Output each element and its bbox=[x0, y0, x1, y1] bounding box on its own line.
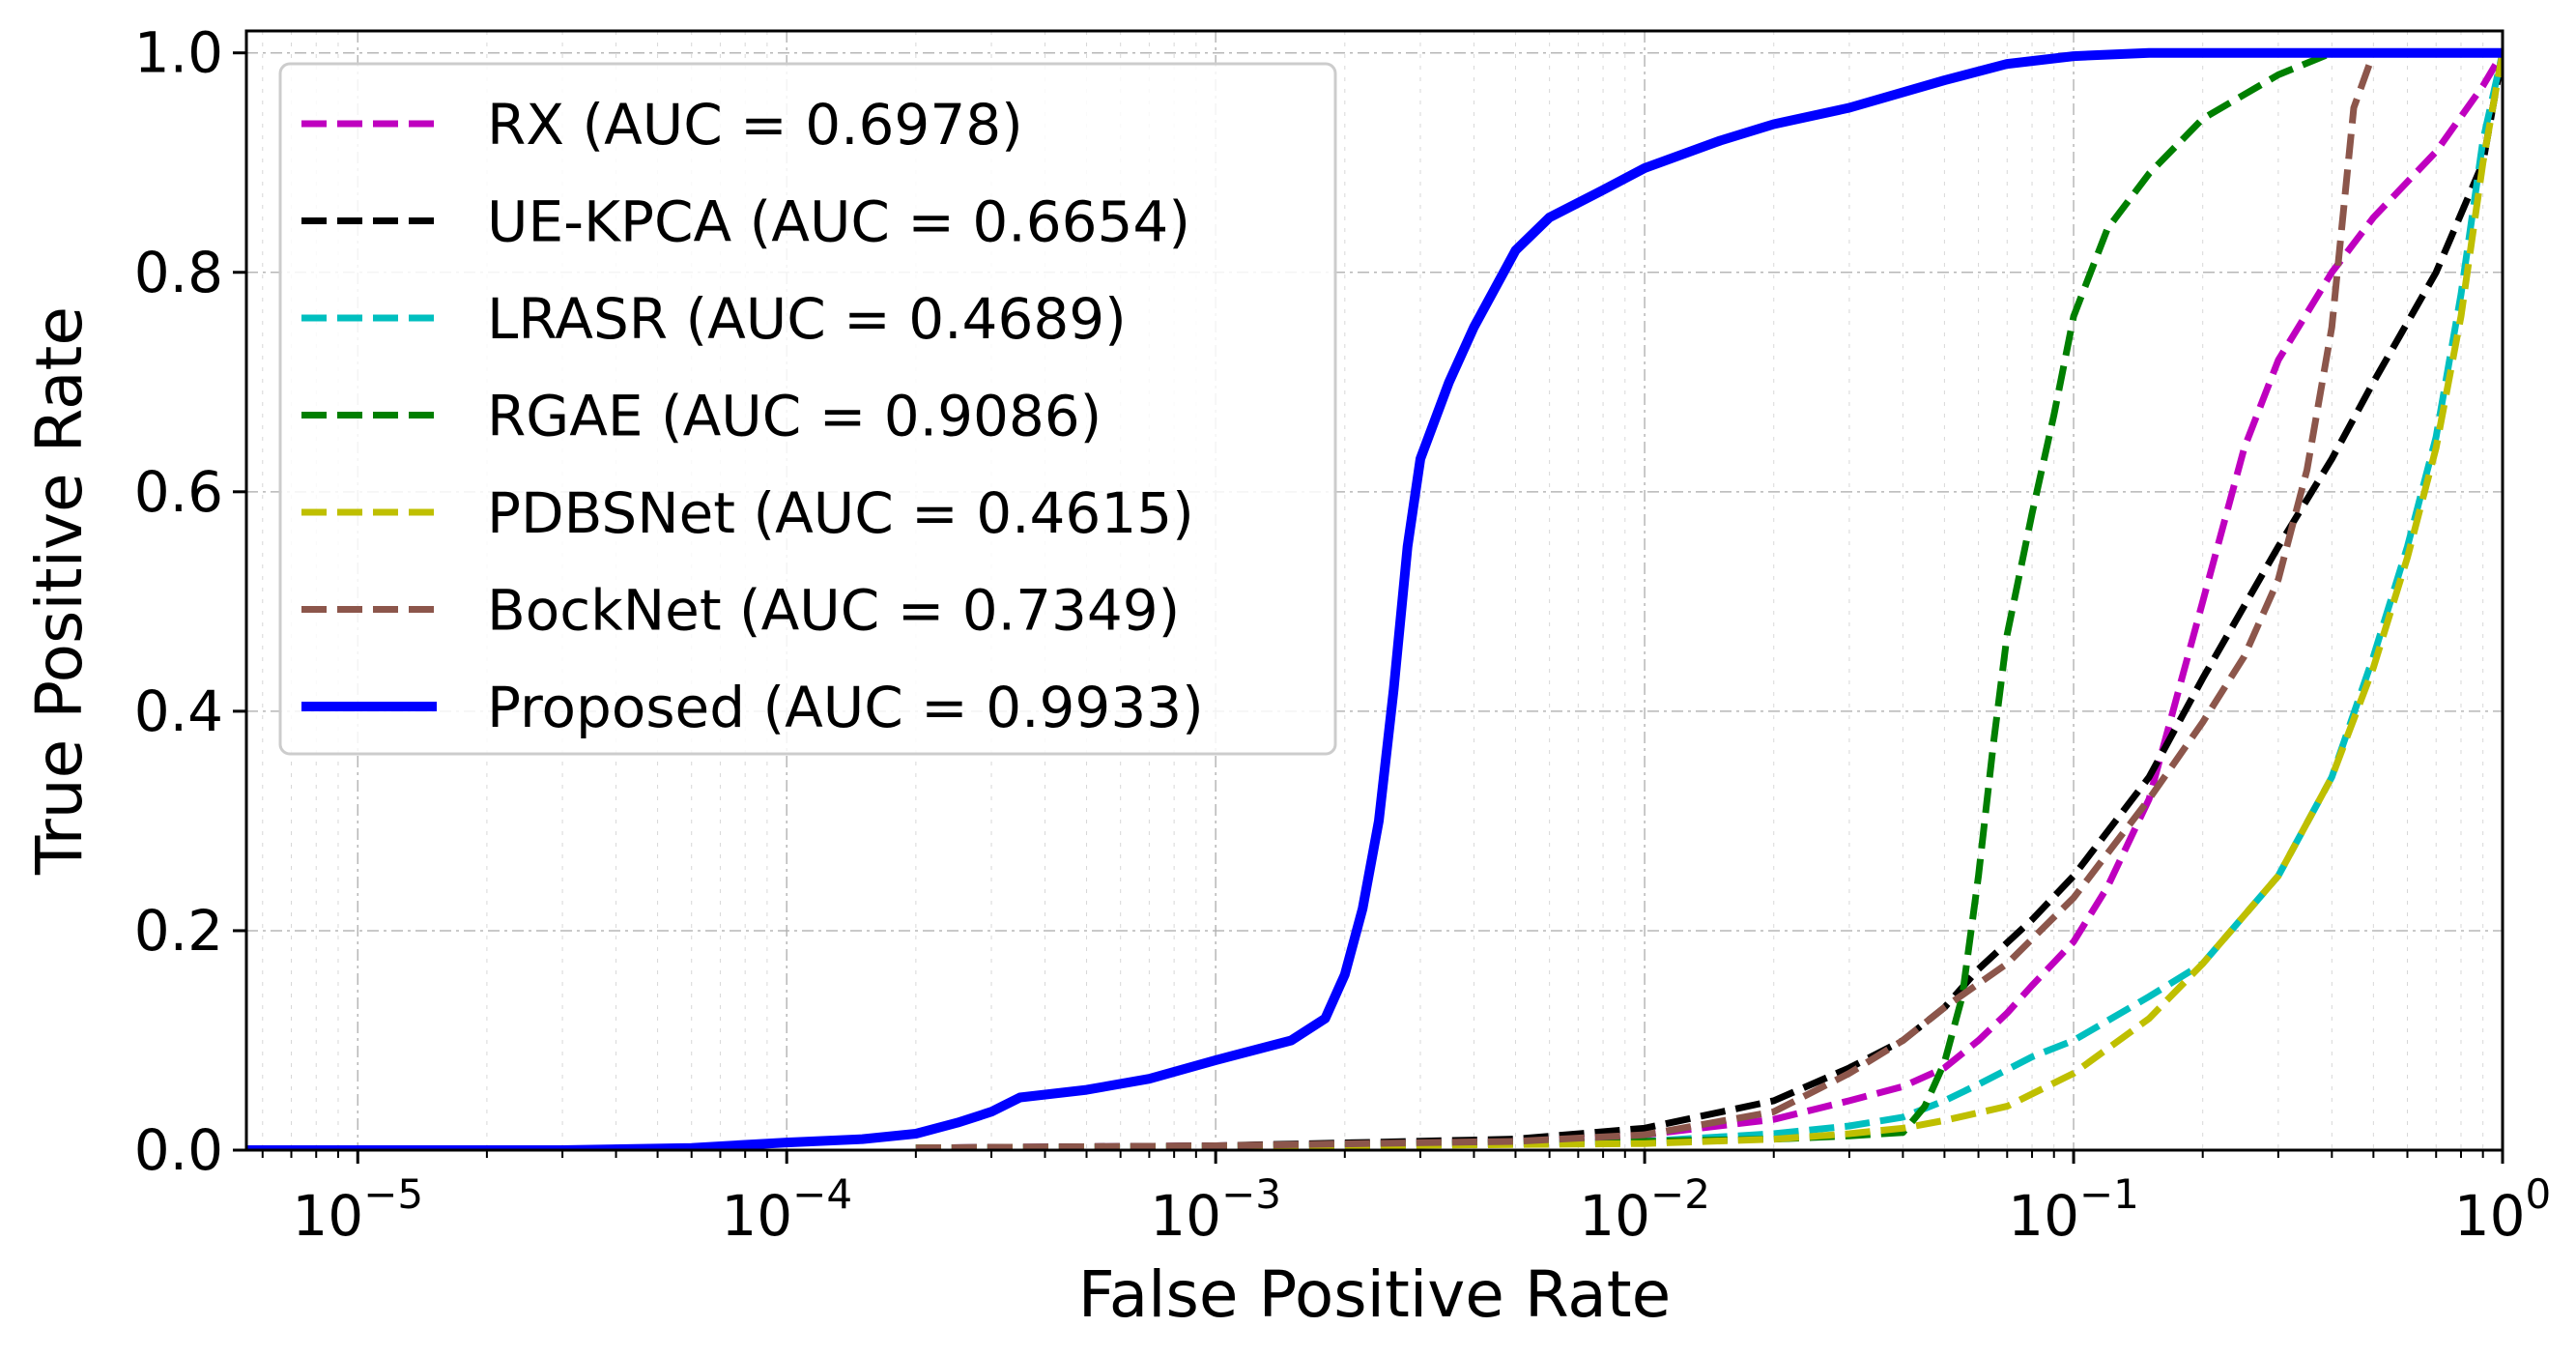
series-line-ue-kpca bbox=[915, 52, 2503, 1150]
legend-label-rx: RX (AUC = 0.6978) bbox=[487, 92, 1023, 158]
plot-area bbox=[246, 47, 2503, 1150]
x-tick-exponent: −4 bbox=[792, 1170, 852, 1218]
x-tick-label: 10−2 bbox=[1579, 1170, 1710, 1249]
x-axis-label: False Positive Rate bbox=[1078, 1257, 1671, 1332]
x-tick-base: 10 bbox=[721, 1183, 792, 1249]
series-line-rx bbox=[915, 50, 2503, 1150]
plot-frame bbox=[244, 29, 2504, 1152]
series-line-proposed bbox=[246, 47, 2503, 1150]
x-tick-base: 10 bbox=[292, 1183, 363, 1249]
x-tick-exponent: −1 bbox=[2079, 1170, 2139, 1218]
x-tick-label: 10−1 bbox=[2008, 1170, 2139, 1249]
x-tick-base: 10 bbox=[1150, 1183, 1221, 1249]
legend-label-rgae: RGAE (AUC = 0.9086) bbox=[487, 384, 1102, 449]
legend: RX (AUC = 0.6978) UE-KPCA (AUC = 0.6654) L… bbox=[278, 62, 1337, 756]
y-tick-label: 1.0 bbox=[134, 20, 223, 86]
x-tick-exponent: 0 bbox=[2526, 1170, 2552, 1218]
x-tick-label: 10−5 bbox=[292, 1170, 423, 1249]
y-tick-label: 0.4 bbox=[134, 678, 223, 744]
legend-label-lrasr: LRASR (AUC = 0.4689) bbox=[487, 286, 1127, 352]
series-line-pdbsnet bbox=[915, 52, 2503, 1150]
y-tick-label: 0.6 bbox=[134, 459, 223, 525]
series-line-lrasr bbox=[915, 51, 2503, 1150]
x-tick-base: 10 bbox=[2454, 1183, 2526, 1249]
x-tick-label: 10−4 bbox=[721, 1170, 852, 1249]
legend-label-proposed: Proposed (AUC = 0.9933) bbox=[487, 675, 1204, 740]
x-tick-label: 100 bbox=[2454, 1170, 2552, 1249]
legend-label-bocknet: BockNet (AUC = 0.7349) bbox=[487, 578, 1180, 644]
x-tick-label: 10−3 bbox=[1150, 1170, 1281, 1249]
y-axis-label: True Positive Rate bbox=[22, 306, 97, 876]
x-tick-exponent: −3 bbox=[1221, 1170, 1281, 1218]
legend-label-ue-kpca: UE-KPCA (AUC = 0.6654) bbox=[487, 189, 1190, 255]
x-tick-exponent: −5 bbox=[363, 1170, 423, 1218]
legend-label-pdbsnet: PDBSNet (AUC = 0.4615) bbox=[487, 480, 1194, 546]
y-tick-label: 0.8 bbox=[134, 240, 223, 305]
series-line-bocknet bbox=[915, 49, 2503, 1150]
x-tick-base: 10 bbox=[2008, 1183, 2079, 1249]
x-tick-base: 10 bbox=[1579, 1183, 1650, 1249]
x-tick-exponent: −2 bbox=[1650, 1170, 1710, 1218]
y-tick-label: 0.2 bbox=[134, 898, 223, 964]
axis-ticks: 10−5 10−4 10−3 10−2 10−1 1000.00.20.40.60.81.… bbox=[134, 20, 2552, 1249]
legend-box bbox=[278, 62, 1337, 756]
y-tick-label: 0.0 bbox=[134, 1117, 223, 1183]
